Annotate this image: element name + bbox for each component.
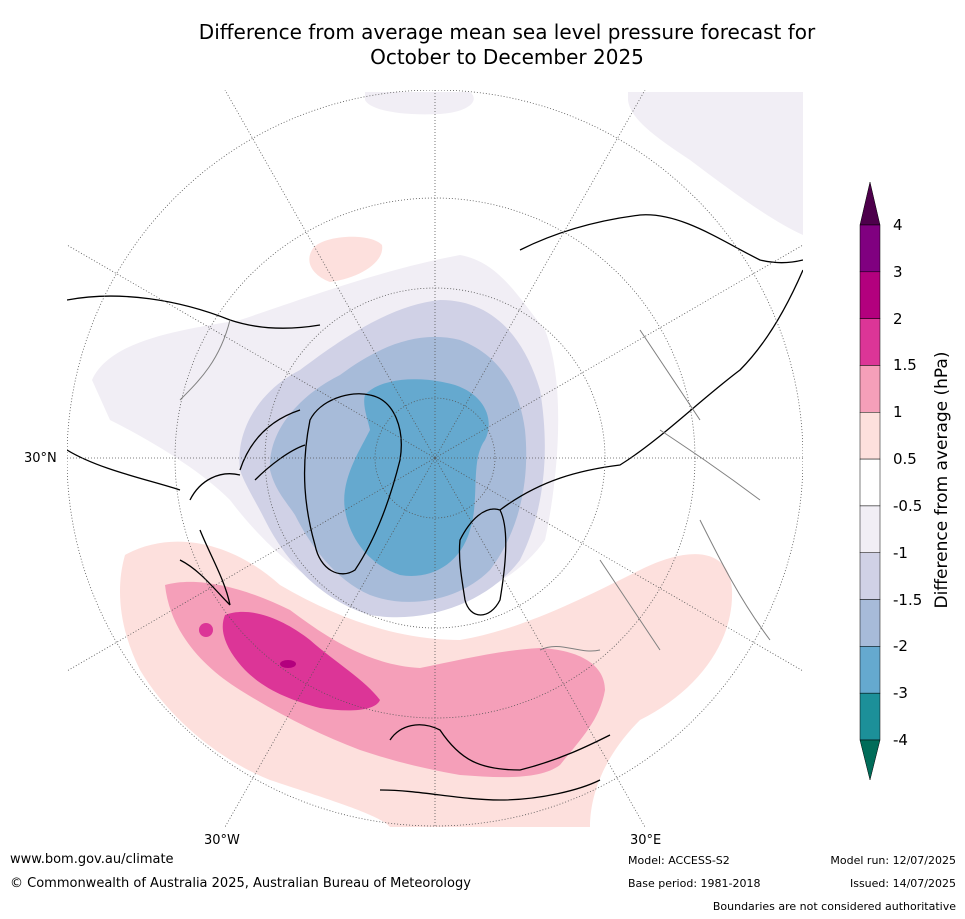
- colorbar-tick-label: 1: [893, 403, 903, 422]
- anomaly-weak-negative-pacific: [365, 92, 474, 115]
- colorbar-segment: [859, 318, 881, 366]
- colorbar-tick-label: -1.5: [893, 590, 923, 609]
- label-30w: 30°W: [204, 833, 240, 848]
- colorbar-tick-label: -2: [893, 637, 908, 656]
- polar-map: [67, 90, 803, 827]
- colorbar-tick-label: 0.5: [893, 450, 917, 469]
- colorbar: [859, 181, 881, 781]
- colorbar-segment: [859, 599, 881, 647]
- footer-model-run: Model run: 12/07/2025: [830, 854, 956, 867]
- colorbar-segments: [859, 224, 881, 741]
- anomaly-pos-1-5: [222, 611, 380, 711]
- coastlines: [67, 214, 803, 801]
- anomaly-weak-negative-ne: [628, 92, 803, 235]
- country-borders: [179, 319, 771, 652]
- footer-url[interactable]: www.bom.gov.au/climate: [10, 852, 174, 867]
- colorbar-tick-label: -1: [893, 543, 908, 562]
- footer-disclaimer: Boundaries are not considered authoritat…: [712, 900, 956, 913]
- footer-base-period: Base period: 1981-2018: [628, 877, 761, 890]
- footer-copyright: © Commonwealth of Australia 2025, Austra…: [10, 876, 471, 891]
- colorbar-tick-label: 4: [893, 216, 903, 234]
- graticule: [67, 90, 803, 827]
- anomaly-neg-2: [344, 379, 489, 576]
- map-title: Difference from average mean sea level p…: [0, 20, 965, 70]
- map-title-line1: Difference from average mean sea level p…: [198, 20, 816, 44]
- colorbar-segment: [859, 224, 881, 273]
- colorbar-tick-label: 1.5: [893, 356, 917, 375]
- colorbar-segment: [859, 505, 881, 553]
- colorbar-tick-label: 3: [893, 262, 903, 281]
- colorbar-segment: [859, 412, 881, 460]
- colorbar-segment: [859, 271, 881, 319]
- label-30n: 30°N: [24, 451, 57, 466]
- colorbar-segment: [859, 552, 881, 600]
- colorbar-segment: [859, 646, 881, 694]
- colorbar-extend-over: [859, 181, 881, 226]
- colorbar-segment: [859, 365, 881, 413]
- anomaly-pos-0-5-pacific: [309, 236, 383, 282]
- anomaly-pos-1-5-spot: [199, 623, 213, 637]
- colorbar-extend-under: [859, 739, 881, 781]
- footer-model: Model: ACCESS-S2: [628, 854, 730, 867]
- colorbar-label: Difference from average (hPa): [932, 351, 952, 609]
- colorbar-tick-label: -3: [893, 684, 908, 703]
- colorbar-tick-label: -4: [893, 731, 908, 749]
- bom-climate-link[interactable]: www.bom.gov.au/climate: [10, 852, 174, 867]
- colorbar-segment: [859, 692, 881, 741]
- label-30e: 30°E: [630, 833, 662, 848]
- anomaly-pos-2-core: [280, 660, 296, 668]
- footer-issued: Issued: 14/07/2025: [849, 877, 956, 890]
- colorbar-tick-label: -0.5: [893, 496, 923, 515]
- colorbar-tick-label: 2: [893, 309, 903, 328]
- colorbar-segment: [859, 458, 881, 507]
- map-title-line2: October to December 2025: [370, 45, 644, 69]
